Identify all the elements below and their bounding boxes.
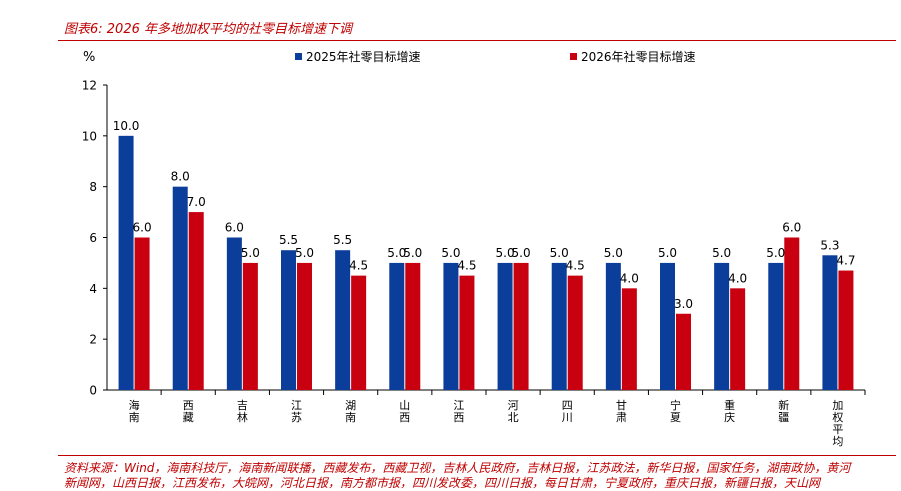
data-label: 5.0 (604, 246, 623, 260)
y-axis-unit: % (83, 50, 95, 65)
data-label: 4.5 (457, 259, 476, 273)
bar-2025 (281, 250, 296, 390)
bar-2026 (676, 313, 691, 390)
data-label: 3.0 (674, 297, 693, 311)
data-label: 4.7 (836, 254, 855, 268)
bar-2025 (226, 237, 242, 390)
bar-2026 (459, 275, 475, 390)
data-label: 7.0 (187, 195, 206, 209)
data-label: 5.0 (550, 246, 569, 260)
x-tick-label: 西藏 (183, 399, 194, 424)
y-tick-label: 2 (89, 333, 97, 347)
data-label: 5.0 (441, 246, 460, 260)
bar-2026 (134, 237, 150, 390)
bar-2025 (118, 135, 134, 390)
source-note-continued: 新闻网，山西日报，江西发布，大皖网，河北日报，南方都市报，四川发改委，四川日报，… (64, 476, 821, 490)
x-tick-label: 河北 (508, 399, 519, 424)
data-label: 5.3 (820, 238, 839, 252)
bar-2026 (297, 262, 312, 390)
bar-2026 (405, 262, 421, 390)
chart-bars (118, 135, 854, 390)
x-tick-label: 江苏 (291, 399, 302, 424)
data-label: 6.0 (133, 221, 152, 235)
bar-chart: % 0 2 4 6 8 10 12 海南 西藏 吉林 江苏 湖南 山西 江西 河北 四川 甘肃 宁夏 重庆 新疆 加权平均… (82, 49, 866, 448)
data-label: 5.0 (387, 246, 406, 260)
bar-2026 (351, 275, 367, 390)
legend-label: 2025年社零目标增速 (306, 49, 421, 64)
data-label: 4.5 (566, 259, 585, 273)
legend-swatch (295, 53, 302, 60)
bar-2026 (730, 288, 746, 390)
data-label: 5.5 (333, 233, 352, 247)
data-label: 4.5 (349, 259, 368, 273)
y-tick-label: 8 (89, 180, 97, 194)
x-tick-label: 宁夏 (670, 398, 681, 424)
title-divider (58, 40, 896, 41)
chart-legend: 2025年社零目标增速 2026年社零目标增速 (295, 49, 696, 64)
bar-2026 (567, 275, 583, 390)
y-tick-label: 10 (82, 129, 97, 143)
bar-2025 (335, 250, 351, 390)
bar-2025 (497, 262, 513, 390)
x-tick-label: 海南 (129, 398, 140, 424)
bar-2025 (768, 262, 784, 390)
data-label: 5.0 (496, 246, 515, 260)
data-label: 6.0 (225, 221, 244, 235)
data-label: 5.0 (712, 246, 731, 260)
data-label: 5.0 (766, 246, 785, 260)
legend-label: 2026年社零目标增速 (581, 49, 696, 64)
source-divider (58, 455, 896, 456)
x-tick-label: 新疆 (778, 398, 789, 424)
bar-2026 (242, 262, 258, 390)
data-label: 5.0 (403, 246, 422, 260)
bar-2026 (188, 212, 204, 390)
bar-2025 (172, 186, 188, 390)
bar-2025 (605, 262, 621, 390)
data-label: 5.0 (241, 246, 260, 260)
x-tick-label: 江西 (453, 399, 464, 424)
legend-swatch (570, 53, 577, 60)
bar-2026 (621, 288, 637, 390)
bar-2025 (714, 262, 730, 390)
x-tick-label: 山西 (399, 399, 410, 424)
y-tick-label: 4 (89, 282, 97, 296)
data-label: 5.0 (658, 246, 677, 260)
data-label: 5.0 (295, 246, 314, 260)
bar-2025 (389, 262, 405, 390)
chart-labels: 10.08.06.05.5 5.55.0 5.0 5.0 5.0 5.0 5.0 5.0 5.0… (113, 119, 856, 311)
figure-title: 图表6: 2026 年多地加权平均的社零目标增速下调 (64, 22, 352, 37)
data-label: 8.0 (171, 170, 190, 184)
y-tick-label: 0 (89, 384, 97, 398)
x-tick-label: 吉林 (237, 399, 248, 424)
y-tick-label: 12 (82, 79, 97, 93)
bar-2026 (838, 270, 854, 390)
data-label: 5.5 (279, 233, 298, 247)
x-tick-label: 甘肃 (616, 399, 627, 424)
bar-2026 (784, 237, 800, 390)
data-label: 10.0 (113, 119, 140, 133)
bar-2025 (822, 255, 838, 390)
y-tick-label: 6 (89, 231, 97, 245)
bar-2026 (513, 262, 529, 390)
bar-2025 (551, 262, 567, 390)
data-label: 6.0 (782, 221, 801, 235)
chart-axes: % 0 2 4 6 8 10 12 海南 西藏 吉林 江苏 湖南 山西 江西 河北 四川 甘肃 宁夏 重庆 新疆 加权平均 (82, 50, 866, 448)
x-tick-label: 重庆 (724, 398, 735, 424)
source-note: 资料来源：Wind，海南科技厅，海南新闻联播，西藏发布，西藏卫视，吉林人民政府，… (64, 461, 851, 475)
bar-2025 (660, 262, 675, 390)
x-tick-label: 四川 (562, 399, 573, 424)
x-tick-label: 加权平均 (832, 399, 843, 448)
bar-2025 (443, 262, 459, 390)
data-label: 4.0 (728, 271, 747, 285)
data-label: 4.0 (620, 271, 639, 285)
data-label: 5.0 (512, 246, 531, 260)
x-tick-label: 湖南 (345, 399, 356, 424)
